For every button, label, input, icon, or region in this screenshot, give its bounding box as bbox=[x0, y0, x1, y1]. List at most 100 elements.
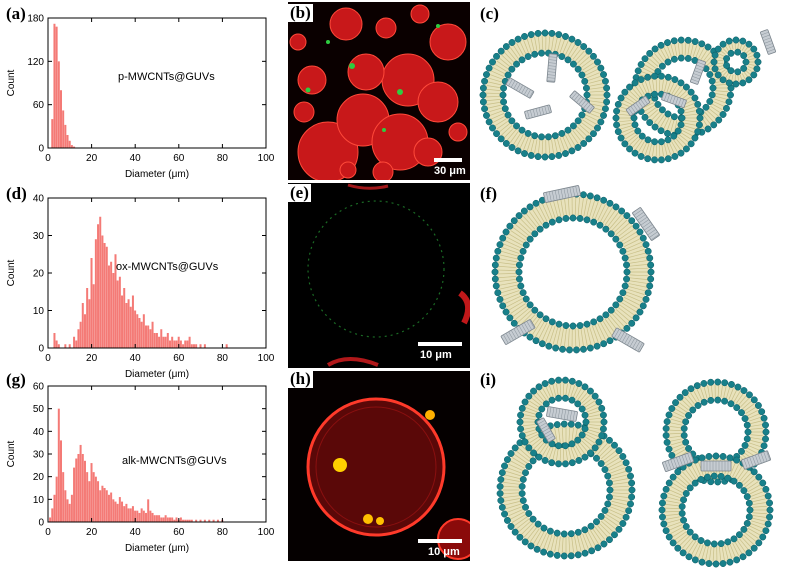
histogram-g-bar bbox=[195, 519, 198, 522]
histogram-d-bar bbox=[138, 318, 141, 348]
histogram-a-bar bbox=[64, 124, 67, 148]
histogram-d-bar bbox=[162, 336, 165, 348]
histogram-d-bar bbox=[186, 340, 189, 348]
micrograph-b-image bbox=[288, 2, 470, 180]
y-tick-label-g: 40 bbox=[33, 427, 45, 438]
histogram-g-bar bbox=[83, 460, 86, 522]
histogram-d-bar bbox=[195, 344, 198, 348]
x-tick-label-d: 0 bbox=[45, 353, 51, 364]
histogram-g-bar bbox=[99, 490, 102, 522]
y-tick-label-a: 0 bbox=[38, 144, 44, 155]
panel-letter-h: (h) bbox=[288, 369, 313, 388]
histogram-g-bar bbox=[51, 508, 54, 522]
histogram-g-bar bbox=[171, 517, 174, 522]
histogram-d-bar bbox=[177, 336, 180, 348]
x-tick-label-g: 0 bbox=[45, 527, 51, 538]
vesicle-schematic-i bbox=[496, 376, 774, 568]
histogram-a-bar bbox=[66, 135, 69, 148]
histogram-d-bar bbox=[53, 333, 56, 348]
histogram-d-bar bbox=[164, 336, 167, 348]
histogram-d-bar bbox=[168, 340, 171, 348]
scale-bar-h bbox=[418, 539, 462, 543]
histogram-d-bar bbox=[188, 336, 191, 348]
histogram-d-bar bbox=[64, 344, 67, 348]
histogram-d-bar bbox=[103, 243, 106, 348]
histogram-d-bar bbox=[192, 344, 195, 348]
histogram-g-bar bbox=[73, 467, 76, 522]
x-tick-label-a: 20 bbox=[86, 153, 98, 164]
y-axis-label-d: Count bbox=[6, 259, 17, 286]
histogram-d-bar bbox=[203, 344, 206, 348]
histogram-d-bar bbox=[73, 336, 76, 348]
histogram-g-bar bbox=[182, 519, 185, 522]
histogram-g-bar bbox=[140, 508, 143, 522]
histogram-g-bar bbox=[158, 515, 161, 522]
histogram-d-bar bbox=[86, 288, 89, 348]
histogram-a-bar bbox=[59, 90, 62, 148]
carbon-nanotube-f2 bbox=[632, 207, 660, 241]
panel-letter-i: (i) bbox=[480, 370, 497, 389]
histogram-d-bar bbox=[114, 254, 117, 348]
panel-letter-g: (g) bbox=[6, 370, 26, 389]
histogram-d-bar bbox=[171, 336, 174, 348]
series-label-g: alk-MWCNTs@GUVs bbox=[122, 455, 227, 467]
micrograph-e: 10 μm bbox=[288, 183, 470, 368]
histogram-d-bar bbox=[116, 280, 119, 348]
histogram-d-bar bbox=[55, 340, 58, 348]
histogram-g-bar bbox=[81, 454, 84, 522]
histogram-a-bar bbox=[68, 140, 71, 148]
histogram-g-bar bbox=[145, 512, 148, 522]
x-tick-label-d: 40 bbox=[130, 353, 142, 364]
histogram-g-bar bbox=[199, 519, 202, 522]
histogram-g-bar bbox=[57, 408, 60, 522]
histogram-d-bar bbox=[81, 303, 84, 348]
histogram-g-bar bbox=[125, 503, 128, 522]
y-tick-label-g: 60 bbox=[33, 382, 45, 393]
histogram-a-bar bbox=[73, 146, 76, 148]
histogram-d-bar bbox=[134, 310, 137, 348]
histogram-g-bar bbox=[160, 517, 163, 522]
y-tick-label-d: 30 bbox=[33, 231, 45, 242]
histogram-g-bar bbox=[112, 499, 115, 522]
histogram-d-bar bbox=[160, 329, 163, 348]
histogram-d-bar bbox=[99, 216, 102, 348]
histogram-d-bar bbox=[57, 344, 60, 348]
histogram-g: alk-MWCNTs@GUVs 0 20 40 60 80 100 0 10 20 30 40 50 6… bbox=[6, 382, 275, 555]
x-tick-label-a: 80 bbox=[217, 153, 229, 164]
histogram-g-bar bbox=[110, 492, 113, 522]
lipid-bilayer-c3 bbox=[612, 72, 704, 164]
carbon-nanotube-c5 bbox=[625, 95, 651, 117]
histogram-d-bar bbox=[145, 325, 148, 348]
y-tick-label-g: 10 bbox=[33, 495, 45, 506]
panel-letter-f: (f) bbox=[480, 184, 497, 203]
histogram-g-bar bbox=[131, 506, 134, 522]
histogram-d-bar bbox=[107, 265, 110, 348]
histogram-d-bar bbox=[75, 340, 78, 348]
histogram-g-bar bbox=[92, 472, 95, 522]
histogram-g-bar bbox=[153, 515, 156, 522]
carbon-nanotube-i1 bbox=[546, 406, 578, 422]
histogram-a-bar bbox=[57, 61, 60, 149]
histogram-g-bar bbox=[134, 510, 137, 522]
histogram-g-bar bbox=[149, 510, 152, 522]
x-tick-label-g: 80 bbox=[217, 527, 229, 538]
series-label-d: ox-MWCNTs@GUVs bbox=[116, 261, 219, 273]
histogram-d-bar bbox=[190, 344, 193, 348]
histogram-g-bar bbox=[79, 444, 82, 522]
y-tick-label-g: 50 bbox=[33, 404, 45, 415]
micrograph-h-image bbox=[288, 371, 470, 561]
histogram-g-bar bbox=[188, 519, 191, 522]
histogram-g-bar bbox=[64, 490, 67, 522]
x-tick-label-g: 60 bbox=[173, 527, 185, 538]
histogram-g-bar bbox=[168, 517, 171, 522]
histogram-g-bar bbox=[94, 476, 97, 522]
histogram-g-bar bbox=[136, 510, 139, 522]
histogram-d-bar bbox=[97, 224, 100, 348]
histogram-d-bar bbox=[136, 314, 139, 348]
histogram-d-bar bbox=[173, 340, 176, 348]
plot-frame-a bbox=[47, 17, 267, 149]
micrograph-h: 10 μm bbox=[288, 371, 470, 561]
y-axis-label-g: Count bbox=[6, 440, 17, 467]
histogram-d-bar bbox=[125, 303, 128, 348]
x-tick-label-d: 60 bbox=[173, 353, 185, 364]
